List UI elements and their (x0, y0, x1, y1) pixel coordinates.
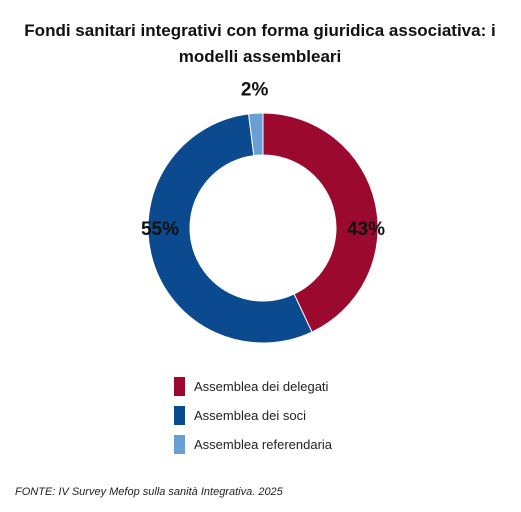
legend-label-referendaria: Assemblea referendaria (194, 436, 333, 452)
source-note: FONTE: IV Survey Mefop sulla sanità Inte… (15, 486, 283, 498)
chart-legend: Assemblea dei delegati Assemblea dei soc… (174, 376, 332, 463)
slice-label-soci: 55% (141, 219, 179, 240)
legend-item-delegati: Assemblea dei delegati (174, 376, 332, 396)
legend-item-soci: Assemblea dei soci (174, 405, 332, 425)
slice-label-referendaria: 2% (241, 79, 269, 100)
legend-swatch-referendaria (174, 434, 185, 454)
slice-label-delegati: 43% (347, 219, 385, 240)
legend-label-soci: Assemblea dei soci (194, 407, 306, 423)
chart-title: Fondi sanitari integrativi con forma giu… (24, 21, 496, 66)
legend-item-referendaria: Assemblea referendaria (174, 434, 332, 454)
legend-swatch-delegati (174, 376, 185, 396)
donut-slice-soci (147, 113, 313, 344)
legend-swatch-soci (174, 405, 185, 425)
donut-slice-referendaria (248, 112, 264, 157)
legend-label-delegati: Assemblea dei delegati (194, 378, 329, 394)
donut-slice-delegati (262, 112, 379, 333)
